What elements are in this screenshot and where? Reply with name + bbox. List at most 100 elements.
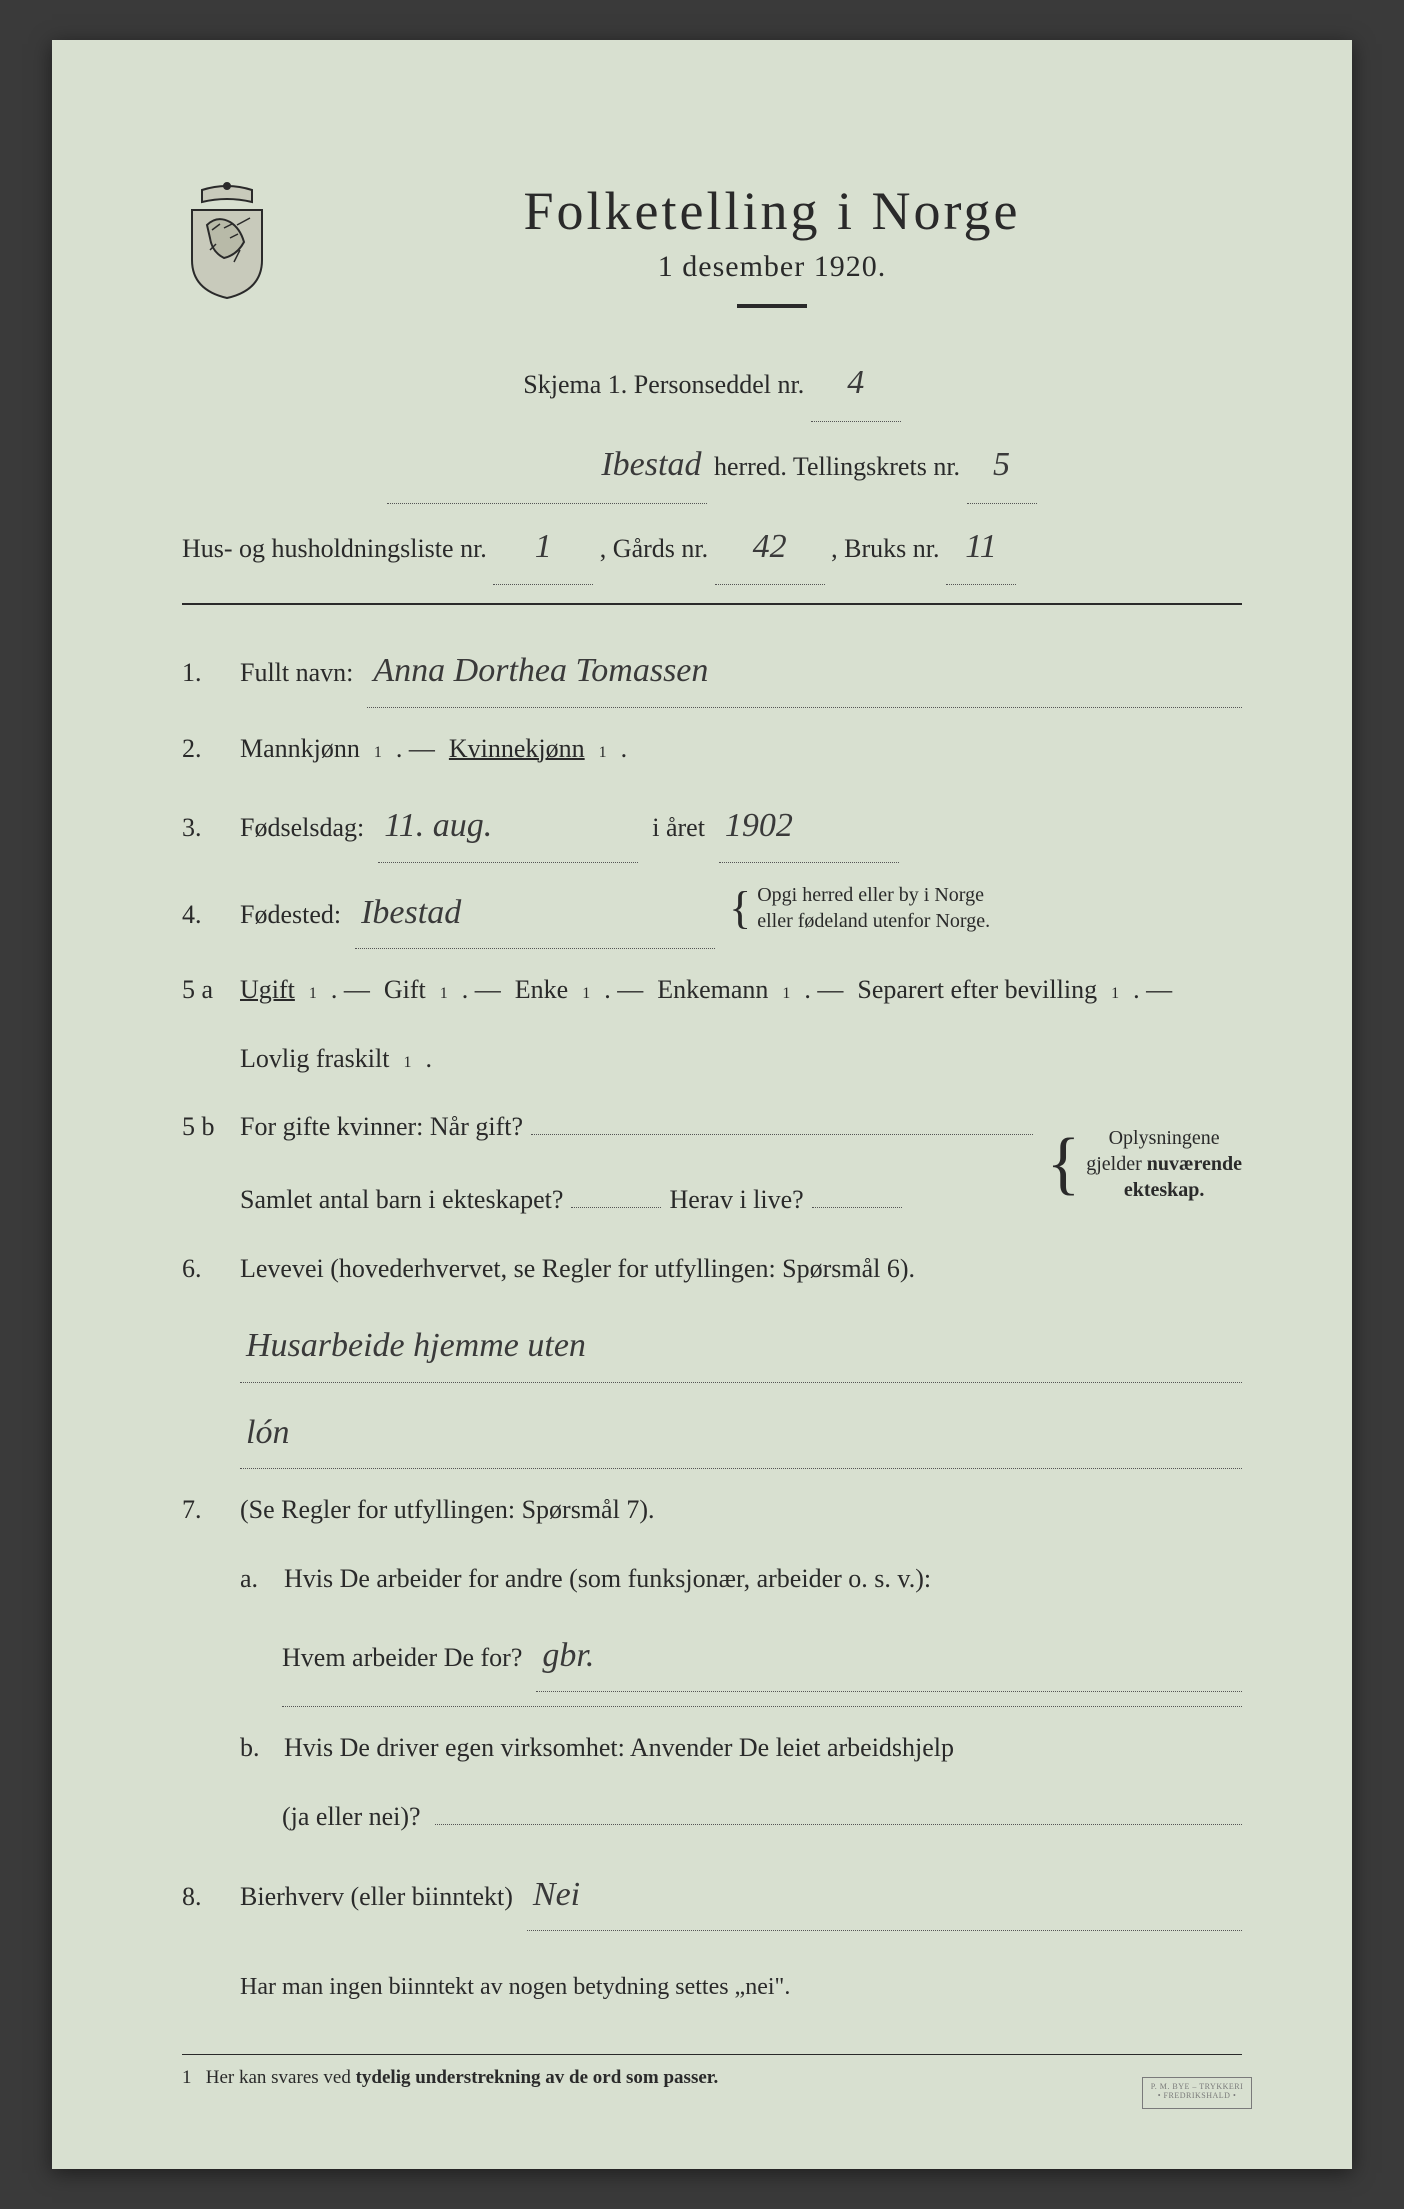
sep: . — — [1133, 963, 1172, 1018]
bierhverv: Nei — [527, 1859, 1242, 1931]
tail: . — [425, 1032, 432, 1087]
q8-label: Bierhverv (eller biinntekt) — [240, 1870, 513, 1925]
q3-label-a: Fødselsdag: — [240, 801, 364, 856]
stamp-line2: • FREDRIKSHALD • — [1158, 2091, 1237, 2100]
coat-of-arms-icon — [182, 180, 272, 300]
q7a-fill — [282, 1706, 1242, 1707]
q4-label: Fødested: — [240, 888, 341, 943]
q1-row: 1. Fullt navn: Anna Dorthea Tomassen — [182, 635, 1242, 707]
q2-dash: . — — [396, 722, 435, 777]
q3-row: 3. Fødselsdag: 11. aug. i året 1902 — [182, 790, 1242, 862]
q7b-num: b. — [240, 1721, 270, 1776]
herred-label: herred. Tellingskrets nr. — [714, 452, 960, 481]
opt-fraskilt: Lovlig fraskilt — [240, 1032, 389, 1087]
q2-num: 2. — [182, 722, 226, 777]
sup-icon: 1 — [582, 977, 590, 1011]
sup-icon: 1 — [782, 977, 790, 1011]
q2-suffix: . — [621, 722, 628, 777]
header: Folketelling i Norge 1 desember 1920. — [182, 180, 1242, 336]
q6-num: 6. — [182, 1242, 226, 1297]
q5b-fill2 — [571, 1207, 661, 1208]
q7b-row1: b. Hvis De driver egen virksomhet: Anven… — [182, 1721, 1242, 1776]
footer-rule — [182, 2054, 1242, 2055]
sup-icon: 1 — [374, 736, 382, 770]
q7a-label2: Hvem arbeider De for? — [282, 1631, 522, 1686]
stamp-line1: P. M. BYE – TRYKKERI — [1151, 2082, 1244, 2091]
q7a-row3 — [182, 1706, 1242, 1707]
q6-label: Levevei (hovederhvervet, se Regler for u… — [240, 1242, 915, 1297]
q4-note2: eller fødeland utenfor Norge. — [757, 910, 990, 932]
bruks-nr: 11 — [946, 510, 1016, 586]
q3-label-b: i året — [652, 801, 705, 856]
q8-row: 8. Bierhverv (eller biinntekt) Nei — [182, 1859, 1242, 1931]
q7a-row2: Hvem arbeider De for? gbr. — [182, 1620, 1242, 1692]
q5a-row2: Lovlig fraskilt 1. — [182, 1032, 1242, 1087]
q8-num: 8. — [182, 1870, 226, 1925]
census-date: 1 desember 1920. — [302, 250, 1242, 284]
q2-male: Mannkjønn — [240, 722, 360, 777]
hus-label1: Hus- og husholdningsliste nr. — [182, 534, 487, 563]
tellingskrets-nr: 5 — [967, 428, 1037, 504]
q5b-label2: Samlet antal barn i ekteskapet? — [240, 1173, 563, 1228]
birth-year: 1902 — [719, 790, 899, 862]
q5a-row: 5 a Ugift1. — Gift1. — Enke1. — Enkemann… — [182, 963, 1242, 1018]
sep: . — — [604, 963, 643, 1018]
q5b-fill3 — [812, 1207, 902, 1208]
footnote-num: 1 — [182, 2067, 192, 2088]
sup-icon: 1 — [599, 736, 607, 770]
hus-label3: , Bruks nr. — [831, 534, 939, 563]
q7a-row1: a. Hvis De arbeider for andre (som funks… — [182, 1552, 1242, 1607]
sup-icon: 1 — [309, 977, 317, 1011]
q5b-note1: Oplysningene — [1109, 1127, 1220, 1149]
opt-ugift: Ugift — [240, 963, 295, 1018]
q7b-label1: Hvis De driver egen virksomhet: Anvender… — [284, 1721, 954, 1776]
q1-num: 1. — [182, 646, 226, 701]
herred-name: Ibestad — [387, 428, 707, 504]
q2-row: 2. Mannkjønn 1 . — Kvinnekjønn 1. — [182, 722, 1242, 777]
birth-day: 11. aug. — [378, 790, 638, 862]
divider — [182, 603, 1242, 605]
q7a-label1: Hvis De arbeider for andre (som funksjon… — [284, 1552, 931, 1607]
printer-stamp: P. M. BYE – TRYKKERI • FREDRIKSHALD • — [1142, 2077, 1252, 2109]
q5b-label3: Herav i live? — [669, 1173, 803, 1228]
birthplace: Ibestad — [355, 877, 715, 949]
sup-icon: 1 — [403, 1046, 411, 1080]
q3-num: 3. — [182, 801, 226, 856]
sep: . — — [331, 963, 370, 1018]
sep: . — — [804, 963, 843, 1018]
q5b-note3: ekteskap. — [1124, 1179, 1205, 1201]
census-form-page: Folketelling i Norge 1 desember 1920. Sk… — [52, 40, 1352, 2169]
main-title: Folketelling i Norge — [302, 180, 1242, 242]
employer: gbr. — [536, 1620, 1242, 1692]
sep: . — — [462, 963, 501, 1018]
full-name: Anna Dorthea Tomassen — [367, 635, 1242, 707]
q5b-num: 5 b — [182, 1100, 226, 1155]
q5b-label1: For gifte kvinner: Når gift? — [240, 1100, 523, 1155]
q7-label: (Se Regler for utfyllingen: Spørsmål 7). — [240, 1483, 654, 1538]
sup-icon: 1 — [1111, 977, 1119, 1011]
q5b-note: { Oplysningene gjelder nuværende ekteska… — [1047, 1125, 1242, 1203]
occupation-2: lón — [240, 1397, 1242, 1469]
q6-row: 6. Levevei (hovederhvervet, se Regler fo… — [182, 1242, 1242, 1297]
hus-line: Hus- og husholdningsliste nr. 1 , Gårds … — [182, 510, 1242, 586]
q7-row: 7. (Se Regler for utfyllingen: Spørsmål … — [182, 1483, 1242, 1538]
q4-row: 4. Fødested: Ibestad { Opgi herred eller… — [182, 877, 1242, 949]
q7a-num: a. — [240, 1552, 270, 1607]
q7b-fill — [435, 1824, 1242, 1825]
q5b-fill1 — [531, 1134, 1033, 1135]
q7b-row2: (ja eller nei)? — [182, 1790, 1242, 1845]
hus-label2: , Gårds nr. — [600, 534, 708, 563]
opt-separert: Separert efter bevilling — [857, 963, 1097, 1018]
q2-female: Kvinnekjønn — [449, 722, 585, 777]
brace-icon: { — [729, 885, 751, 931]
q5a-num: 5 a — [182, 963, 226, 1018]
opt-gift: Gift — [384, 963, 426, 1018]
personseddel-nr: 4 — [811, 346, 901, 422]
rule-icon — [737, 304, 807, 308]
footnote-text: Her kan svares ved tydelig understreknin… — [206, 2067, 718, 2088]
q4-num: 4. — [182, 888, 226, 943]
q5b-body: For gifte kvinner: Når gift? Samlet anta… — [240, 1100, 1033, 1227]
q5b-row: 5 b For gifte kvinner: Når gift? Samlet … — [182, 1100, 1242, 1227]
title-block: Folketelling i Norge 1 desember 1920. — [302, 180, 1242, 336]
q4-note1: Opgi herred eller by i Norge — [757, 884, 984, 906]
